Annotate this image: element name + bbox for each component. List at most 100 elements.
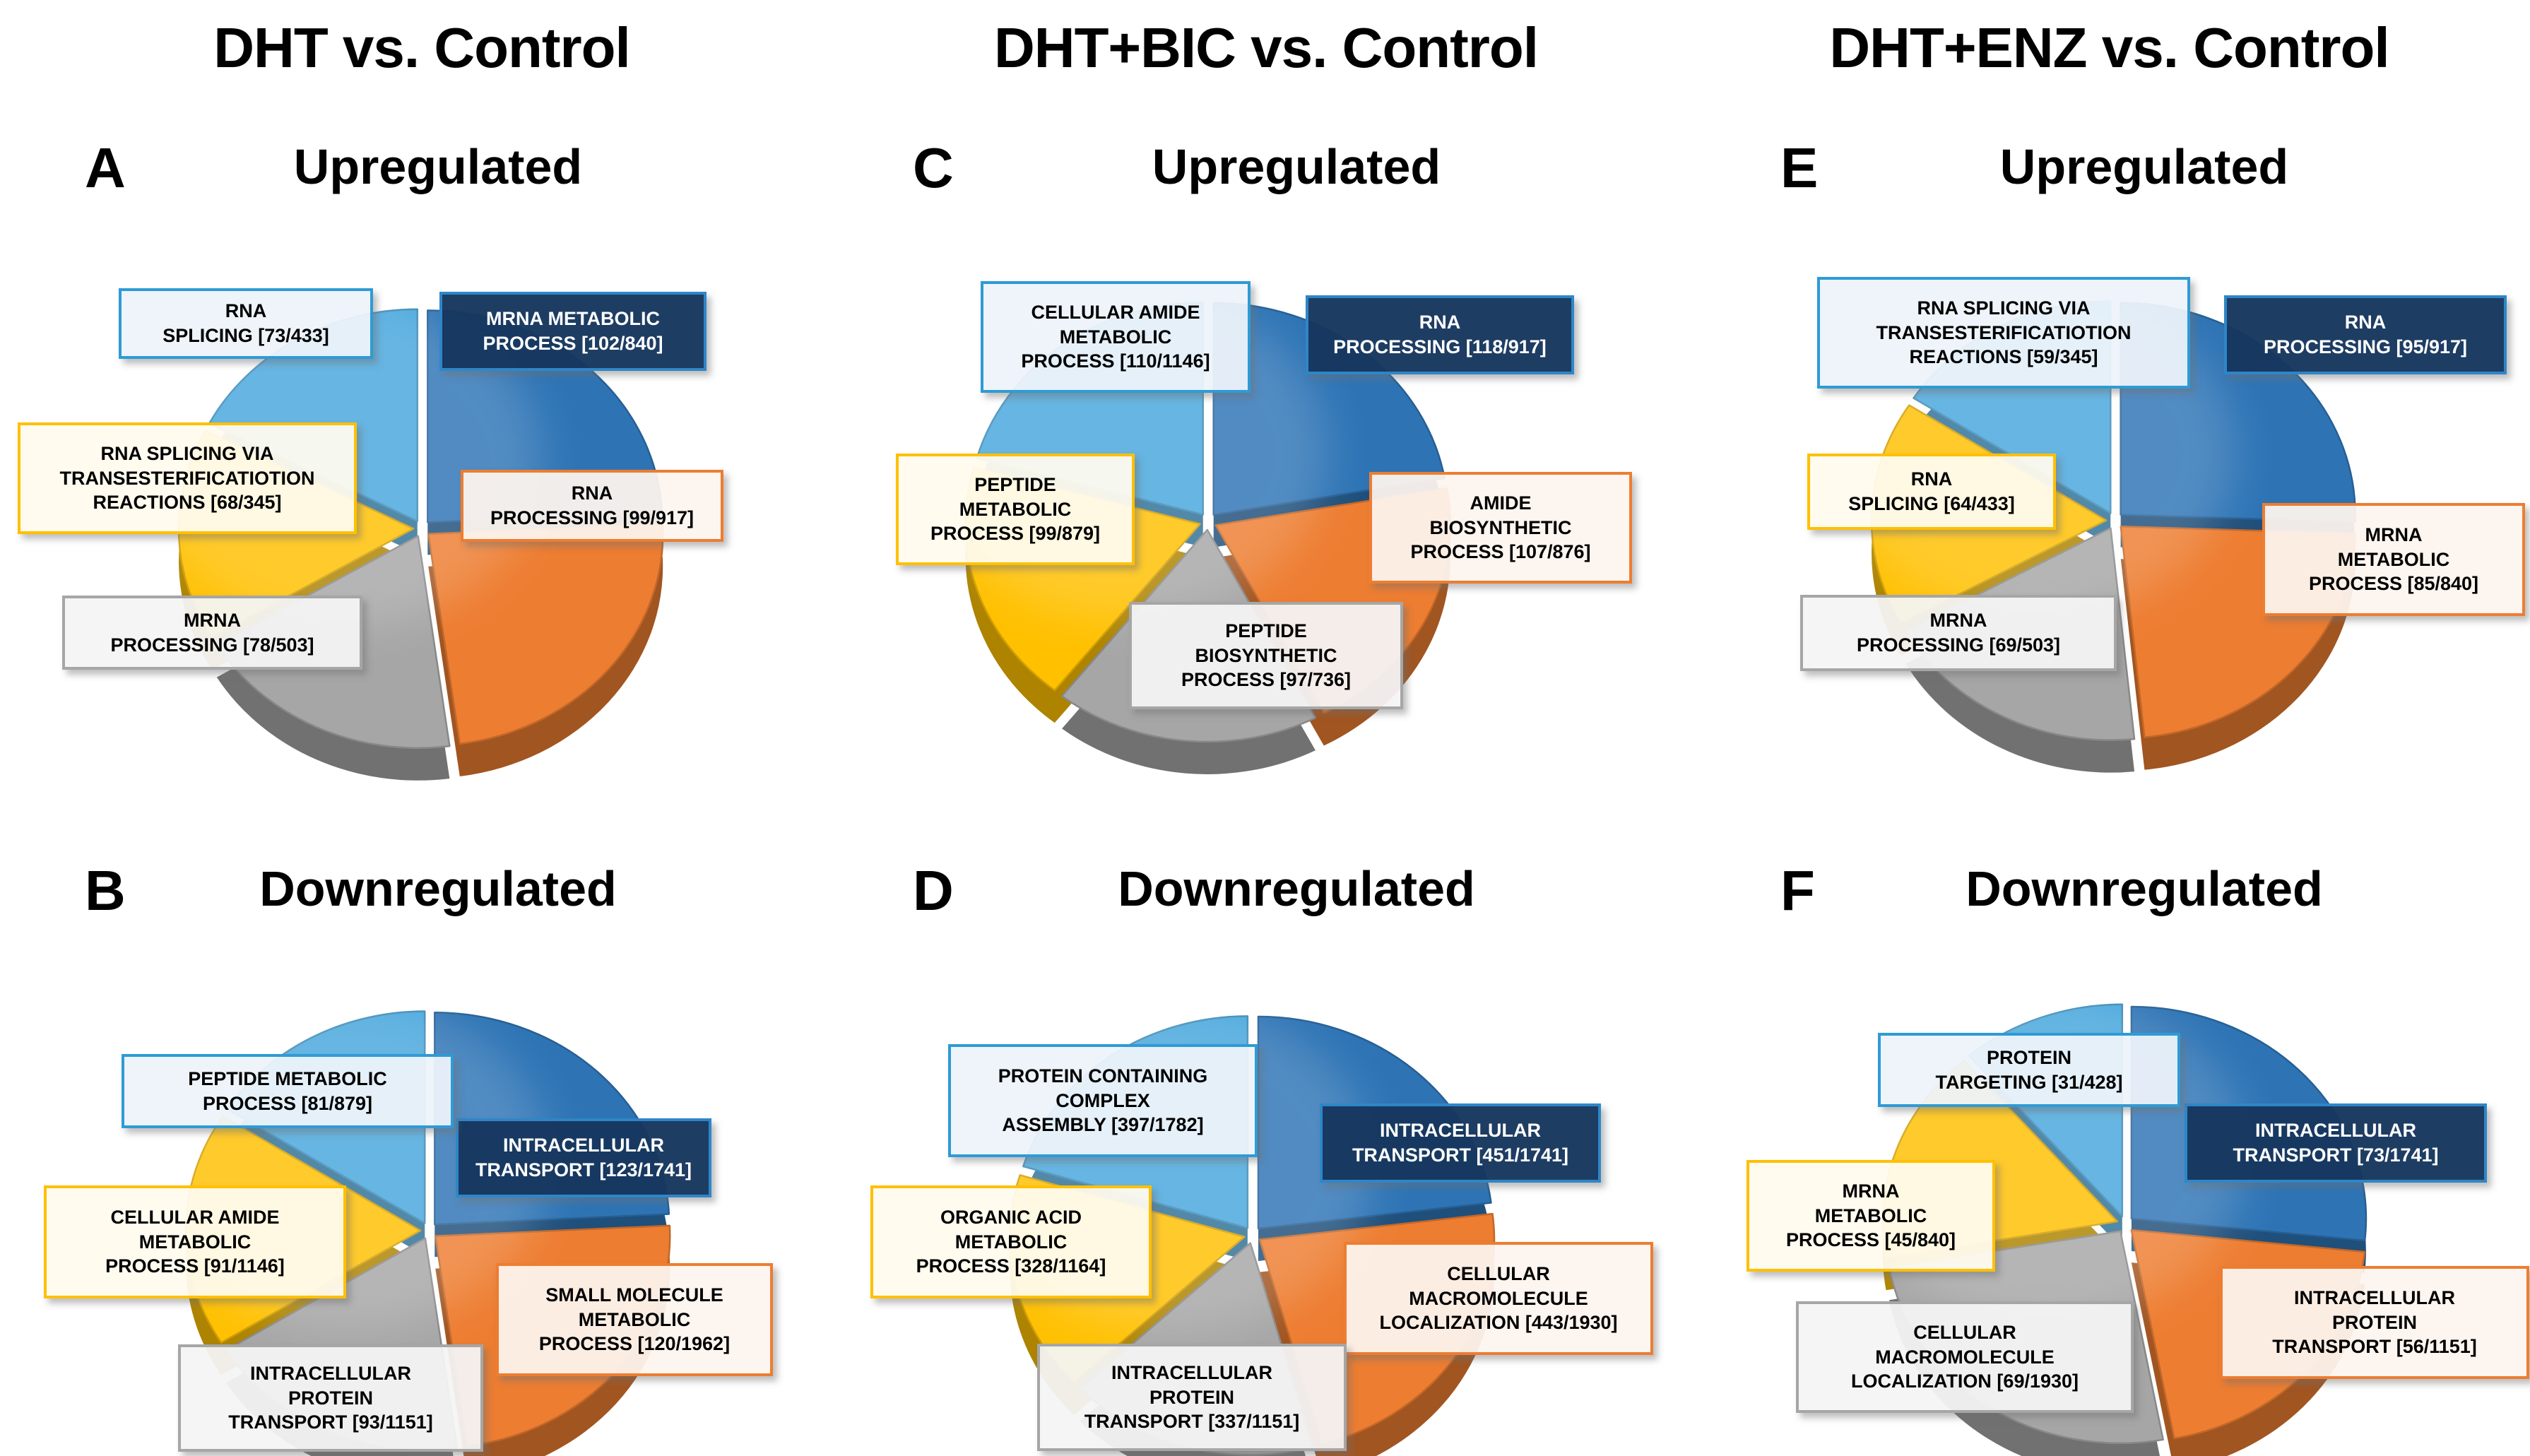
callout-label-line: CELLULAR AMIDE [1031,302,1200,324]
callout-label-line: TRANSPORT [93/1151] [228,1411,433,1433]
callout-label-line: INTRACELLULAR [2255,1120,2416,1142]
callout-label-line: REACTIONS [59/345] [1909,346,2098,368]
callout-label-line: ASSEMBLY [397/1782] [1002,1114,1204,1136]
callout-label-line: TRANSESTERIFICATIOTION [1876,321,2132,343]
callout-a-mrna-metabolic-process: MRNA METABOLIC PROCESS [102/840] [439,292,707,371]
callout-label-line: TARGETING [31/428] [1935,1071,2123,1093]
callout-label-line: PROCESS [120/1962] [538,1333,731,1355]
callout-label-line: INTRACELLULAR [503,1135,664,1156]
callout-label-line: INTRACELLULAR [250,1363,411,1385]
callout-label-line: METABOLIC [954,1231,1068,1253]
subtitle-b: Downregulated [259,861,617,916]
callout-c-cellular-amide-metabolic-process: CELLULAR AMIDE METABOLIC PROCESS [110/1146… [981,281,1251,393]
callout-label-line: CELLULAR AMIDE [110,1207,280,1229]
callout-label-line: BIOSYNTHETIC [1429,516,1572,538]
column-title-dht-enz: DHT+ENZ vs. Control [1829,16,2389,79]
callout-label-line: METABOLIC [1059,326,1172,348]
callout-label-line: BIOSYNTHETIC [1195,644,1337,666]
callout-b-intracellular-protein-transport: INTRACELLULAR PROTEIN TRANSPORT [93/1151] [178,1344,483,1452]
callout-e-rna-splicing-via-transesterificatiotion-reactions: RNA SPLICING VIA TRANSESTERIFICATIOTION RE… [1817,277,2190,389]
callout-b-cellular-amide-metabolic-process: CELLULAR AMIDE METABOLIC PROCESS [91/1146] [44,1185,346,1298]
callout-d-protein-containing-complex-assembly: PROTEIN CONTAINING COMPLEX ASSEMBLY [397/1… [948,1044,1258,1157]
callout-label-line: PROCESSING [118/917] [1333,336,1547,357]
callout-a-rna-processing: RNA PROCESSING [99/917] [461,470,723,542]
callout-c-peptide-biosynthetic-process: PEPTIDE BIOSYNTHETIC PROCESS [97/736] [1129,602,1403,709]
callout-c-peptide-metabolic-process: PEPTIDE METABOLIC PROCESS [99/879] [896,454,1135,565]
callout-f-mrna-metabolic-process: MRNA METABOLIC PROCESS [45/840] [1746,1160,1995,1272]
callout-label-line: PROCESS [85/840] [2308,573,2479,595]
callout-f-intracellular-protein-transport: INTRACELLULAR PROTEIN TRANSPORT [56/1151] [2220,1266,2529,1379]
callout-a-mrna-processing: MRNA PROCESSING [78/503] [62,596,362,670]
panel-letter-c: C [913,136,954,199]
callout-label-line: SPLICING [73/433] [162,325,329,346]
callout-e-mrna-processing: MRNA PROCESSING [69/503] [1800,595,2117,671]
callout-label-line: INTRACELLULAR [1111,1362,1272,1384]
callout-label-line: MRNA [2365,524,2423,546]
callout-label-line: CELLULAR [1447,1263,1550,1285]
callout-label-line: PROCESS [102/840] [483,333,663,354]
callout-d-organic-acid-metabolic-process: ORGANIC ACID METABOLIC PROCESS [328/1164] [870,1185,1152,1298]
callout-b-small-molecule-metabolic-process: SMALL MOLECULE METABOLIC PROCESS [120/1962… [496,1263,773,1376]
callout-label-line: METABOLIC [138,1231,252,1253]
callout-label-line: RNA [1419,312,1461,333]
callout-label-line: AMIDE [1470,492,1532,514]
callout-label-line: PROCESS [45/840] [1785,1229,1956,1251]
callout-d-cellular-macromolecule-localization: CELLULAR MACROMOLECULE LOCALIZATION [443/1… [1344,1242,1653,1355]
panel-letter-d: D [913,859,954,922]
callout-e-rna-splicing: RNA SPLICING [64/433] [1807,454,2056,530]
callout-label-line: REACTIONS [68/345] [93,492,282,514]
callout-label-line: MRNA [1842,1180,1900,1202]
callout-label-line: PROCESS [91/1146] [105,1255,285,1277]
callout-label-line: METABOLIC [578,1308,691,1330]
callout-label-line: PROCESS [107/876] [1410,541,1591,563]
callout-label-line: METABOLIC [2337,548,2450,570]
subtitle-d: Downregulated [1118,861,1475,916]
callout-label-line: MRNA METABOLIC [486,308,660,330]
callout-label-line: RNA SPLICING VIA [1917,297,2091,319]
subtitle-e: Upregulated [1999,139,2289,194]
callout-label-line: RNA [1910,468,1953,490]
subtitle-c: Upregulated [1152,139,1441,194]
panel-letter-e: E [1780,136,1819,199]
callout-e-mrna-metabolic-process: MRNA METABOLIC PROCESS [85/840] [2262,503,2525,616]
callout-label-line: MRNA [184,609,241,631]
callout-a-rna-splicing: RNA SPLICING [73/433] [119,288,373,359]
callout-label-line: SPLICING [64/433] [1848,493,2015,514]
callout-label-line: MRNA [1929,610,1987,632]
callout-label-line: METABOLIC [959,498,1072,520]
callout-label-line: CELLULAR [1913,1322,2016,1344]
callout-label-line: LOCALIZATION [443/1930] [1379,1312,1618,1334]
callout-label-line: PROCESSING [69/503] [1856,634,2061,656]
callout-d-intracellular-protein-transport: INTRACELLULAR PROTEIN TRANSPORT [337/1151] [1037,1344,1347,1451]
callout-label-line: PROCESS [99/879] [930,523,1101,545]
callout-label-line: TRANSPORT [56/1151] [2272,1336,2477,1358]
callout-label-line: PROCESSING [99/917] [490,507,694,528]
callout-c-rna-processing: RNA PROCESSING [118/917] [1306,295,1574,374]
callout-label-line: MACROMOLECULE [1409,1287,1588,1309]
subtitle-a: Upregulated [293,139,583,194]
column-title-dht-bic: DHT+BIC vs. Control [994,16,1539,79]
callout-label-line: METABOLIC [1814,1205,1927,1226]
callout-label-line: PEPTIDE METABOLIC [188,1067,387,1089]
callout-a-rna-splicing-via-transesterificatiotion-reactions: RNA SPLICING VIA TRANSESTERIFICATIOTION RE… [18,422,357,534]
callout-label-line: RNA [2344,312,2387,333]
callout-c-amide-biosynthetic-process: AMIDE BIOSYNTHETIC PROCESS [107/876] [1369,472,1632,584]
pie-slice-A-rna-processing [427,523,664,745]
callout-label-line: MACROMOLECULE [1875,1346,2055,1368]
callout-d-intracellular-transport: INTRACELLULAR TRANSPORT [451/1741] [1320,1103,1601,1183]
callout-label-line: PROTEIN CONTAINING [998,1065,1208,1087]
callout-label-line: TRANSPORT [123/1741] [475,1159,692,1180]
callout-label-line: PROCESSING [95/917] [2263,336,2468,357]
callout-e-rna-processing: RNA PROCESSING [95/917] [2224,295,2507,374]
callout-label-line: PROTEIN [1986,1046,2071,1068]
callout-f-protein-targeting: PROTEIN TARGETING [31/428] [1878,1033,2180,1107]
panel-letter-f: F [1780,859,1815,922]
subtitle-f: Downregulated [1966,861,2323,916]
callout-label-line: INTRACELLULAR [1380,1120,1541,1142]
callout-label-line: PROTEIN [1149,1386,1234,1408]
callout-b-peptide-metabolic-process: PEPTIDE METABOLIC PROCESS [81/879] [122,1054,454,1128]
callout-label-line: RNA SPLICING VIA [100,443,274,465]
callout-b-intracellular-transport: INTRACELLULAR TRANSPORT [123/1741] [456,1118,711,1197]
callout-label-line: PROTEIN [288,1387,373,1409]
